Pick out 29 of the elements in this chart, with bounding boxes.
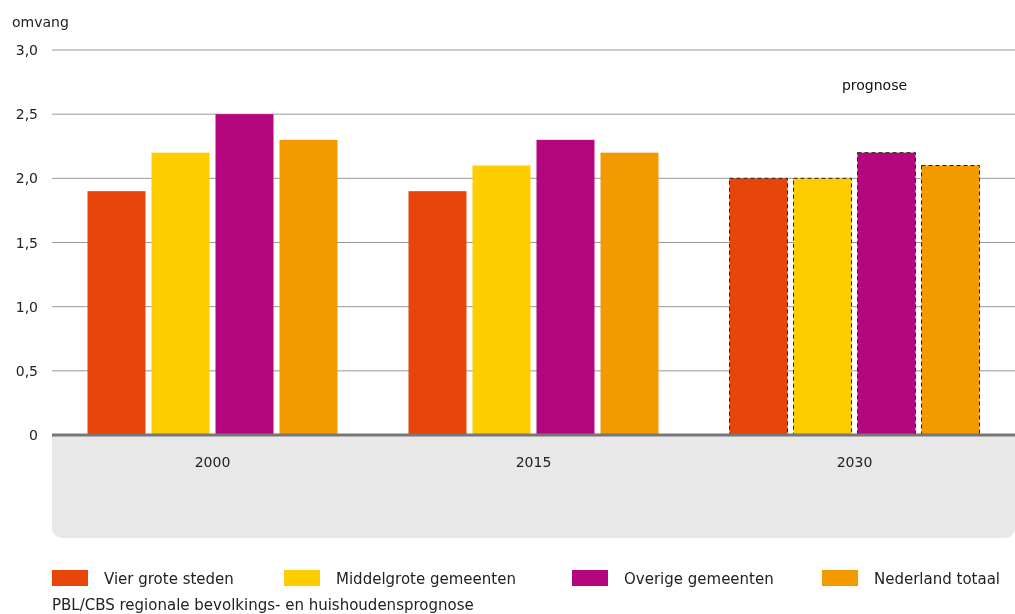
- y-tick-label: 0: [29, 427, 38, 443]
- x-tick-label: 2015: [515, 454, 552, 470]
- legend-label: Vier grote steden: [104, 570, 234, 588]
- bar: [793, 177, 852, 436]
- bar: [857, 152, 916, 436]
- bar: [921, 165, 980, 436]
- annotation: prognose: [841, 77, 908, 93]
- y-tick-label: 1,0: [15, 298, 38, 315]
- x-tick-label: 2000: [194, 454, 231, 470]
- y-axis-title: omvang: [12, 14, 69, 30]
- bar: [729, 177, 788, 436]
- y-tick-label: 2,5: [15, 106, 38, 123]
- bar: [87, 191, 146, 435]
- legend-label: Nederland totaal: [874, 570, 1001, 588]
- bar: [600, 152, 659, 435]
- bar: [151, 152, 210, 435]
- bar: [536, 139, 595, 435]
- text: PBL/CBS regionale bevolkings- en huishoudensprognose: [52, 596, 474, 614]
- legend-label: Overige gemeenten: [624, 570, 774, 588]
- bar: [472, 165, 531, 435]
- y-tick-label: 1,5: [15, 234, 38, 251]
- bar: [408, 191, 467, 435]
- y-tick-label: 0,5: [15, 362, 38, 379]
- y-tick-label: 3,0: [15, 42, 38, 58]
- y-tick-label: 2,0: [15, 170, 38, 187]
- bar: [279, 139, 338, 435]
- bar: [215, 114, 274, 435]
- x-tick-label: 2030: [836, 454, 873, 470]
- legend-label: Middelgrote gemeenten: [336, 570, 516, 588]
